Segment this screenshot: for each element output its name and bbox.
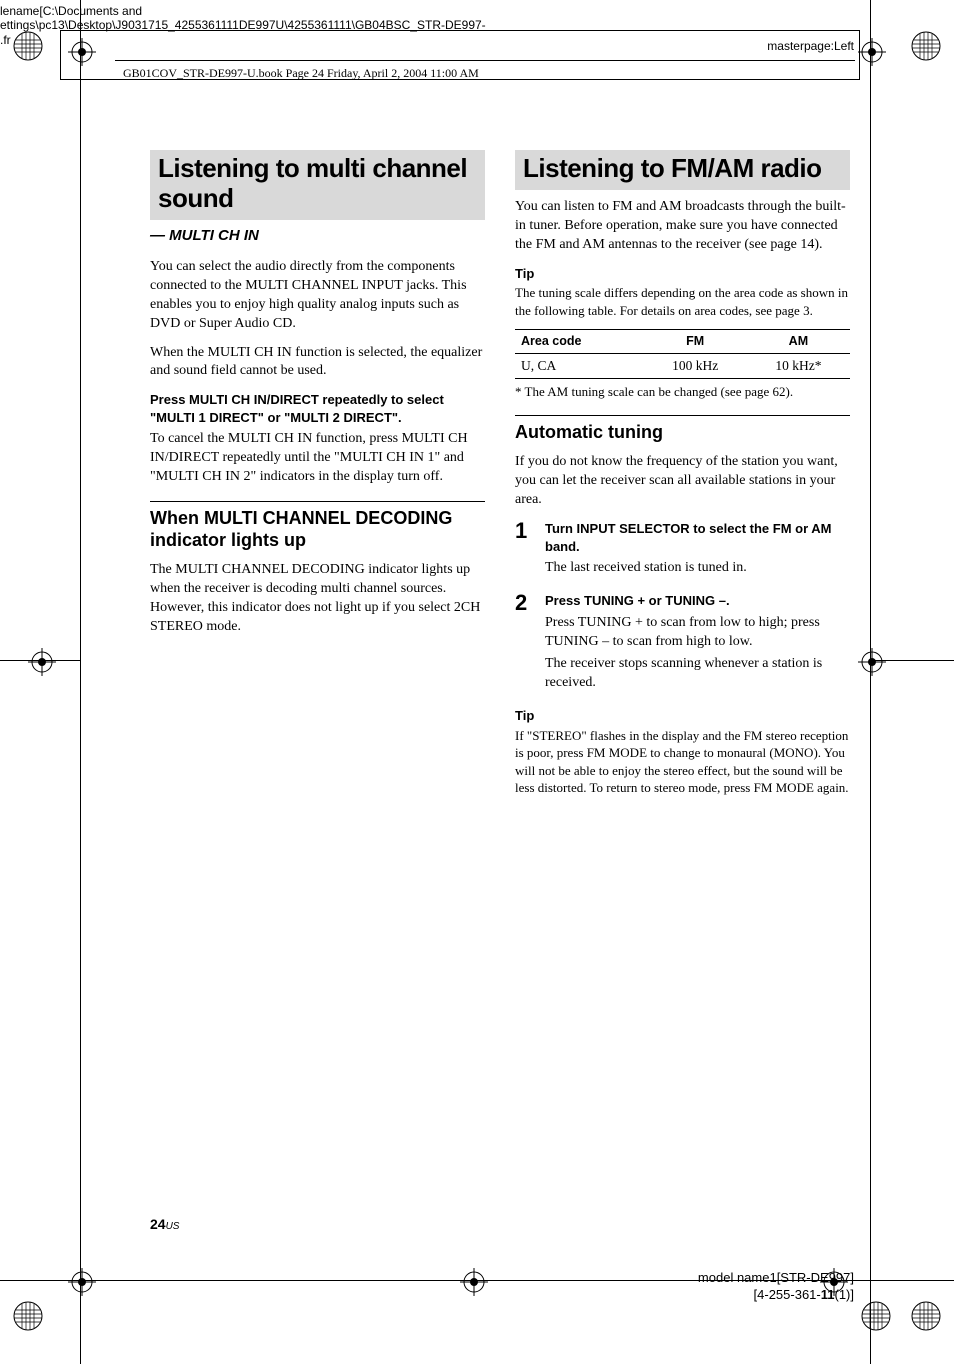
page-number: 24US [150,1215,179,1234]
hatch-mark-icon [12,1300,44,1332]
crop-mark [80,0,81,1364]
left-subtitle: — MULTI CH IN [150,226,485,246]
right-p1: You can listen to FM and AM broadcasts t… [515,198,850,255]
hatch-mark-icon [860,1300,892,1332]
th-area: Area code [515,330,644,354]
right-column: Listening to FM/AM radio You can listen … [515,150,850,801]
crop-mark [870,0,871,1364]
hatch-mark-icon [910,30,942,62]
hatch-mark-icon [12,30,44,62]
left-title: Listening to multi channel sound [158,154,477,214]
right-title-block: Listening to FM/AM radio [515,150,850,190]
step-2-num: 2 [515,592,533,697]
step-2-head: Press TUNING + or TUNING –. [545,592,850,610]
step-2-body2: The receiver stops scanning whenever a s… [545,655,850,693]
tuning-scale-table: Area code FM AM U, CA 100 kHz 10 kHz* [515,329,850,379]
left-p1: You can select the audio directly from t… [150,258,485,334]
left-step: Press MULTI CH IN/DIRECT repeatedly to s… [150,391,485,426]
register-mark-icon [68,1268,96,1296]
filepath-line3: .fr [0,33,11,47]
register-mark-icon [858,38,886,66]
step-2: 2 Press TUNING + or TUNING –. Press TUNI… [515,592,850,697]
left-column: Listening to multi channel sound — MULTI… [150,150,485,801]
tip1-text: The tuning scale differs depending on th… [515,284,850,319]
step-2-body1: Press TUNING + to scan from low to high;… [545,614,850,652]
step-1: 1 Turn INPUT SELECTOR to select the FM o… [515,520,850,582]
left-p3: To cancel the MULTI CH IN function, pres… [150,430,485,487]
tip2-label: Tip [515,707,850,725]
content-area: Listening to multi channel sound — MULTI… [150,150,850,801]
step-1-body: The last received station is tuned in. [545,559,850,578]
register-mark-icon [820,1268,848,1296]
hatch-mark-icon [910,1300,942,1332]
left-rule [150,501,485,502]
header-frame [60,30,860,80]
left-p4: The MULTI CHANNEL DECODING indicator lig… [150,561,485,637]
tip1-label: Tip [515,265,850,283]
register-mark-icon [460,1268,488,1296]
left-title-block: Listening to multi channel sound [150,150,485,220]
td-area: U, CA [515,354,644,379]
td-am: 10 kHz* [747,354,850,379]
step-1-num: 1 [515,520,533,582]
right-p2: If you do not know the frequency of the … [515,453,850,510]
right-rule [515,415,850,416]
table-footnote: * The AM tuning scale can be changed (se… [515,383,850,401]
right-title: Listening to FM/AM radio [523,154,842,184]
left-h2: When MULTI CHANNEL DECODING indicator li… [150,508,485,551]
register-mark-icon [28,648,56,676]
right-h2: Automatic tuning [515,422,850,444]
register-mark-icon [68,38,96,66]
page-num-value: 24 [150,1216,166,1232]
tip2-text: If "STEREO" flashes in the display and t… [515,727,850,797]
filepath-line1: lename[C:\Documents and [0,4,142,18]
register-mark-icon [858,648,886,676]
left-p2: When the MULTI CH IN function is selecte… [150,344,485,382]
td-fm: 100 kHz [644,354,747,379]
th-am: AM [747,330,850,354]
step-1-head: Turn INPUT SELECTOR to select the FM or … [545,520,850,555]
page-num-suffix: US [166,1221,180,1232]
th-fm: FM [644,330,747,354]
